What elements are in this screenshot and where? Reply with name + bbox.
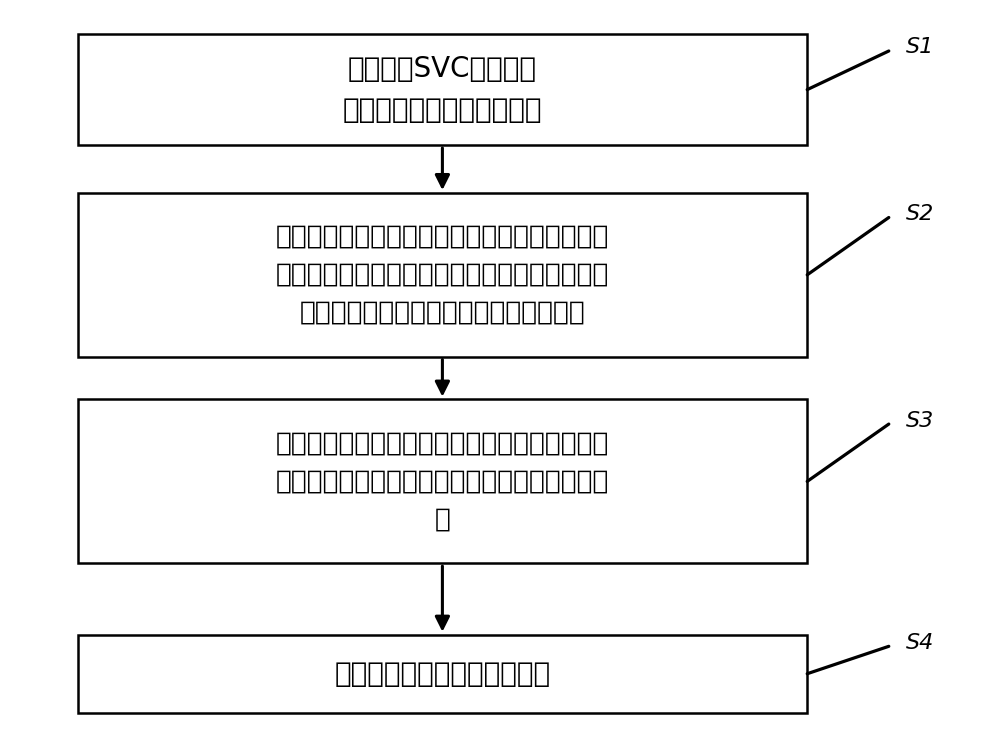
Text: S2: S2 [906, 204, 934, 224]
Text: S4: S4 [906, 633, 934, 653]
Text: 根据所述约束条件将风电场并网点负序电压的最
小值作为所述不平衡抑制模型的目标函数进行求
解: 根据所述约束条件将风电场并网点负序电压的最 小值作为所述不平衡抑制模型的目标函数… [276, 430, 609, 533]
Text: 建立基于SVC分相调节
的三相电压不平衡抑制模型: 建立基于SVC分相调节 的三相电压不平衡抑制模型 [343, 55, 542, 124]
Bar [78, 634, 807, 713]
Text: 将求解结果输入风电场并网点: 将求解结果输入风电场并网点 [334, 660, 550, 688]
Text: S1: S1 [906, 37, 934, 57]
Bar [78, 193, 807, 357]
Text: 根据风电场网络的潮流约束和网络节点的元件约
束构造若干约束条件，其中，所述约束条件包括
通过风机的负序阻抗模型构造的约束条件: 根据风电场网络的潮流约束和网络节点的元件约 束构造若干约束条件，其中，所述约束条… [276, 224, 609, 326]
Text: S3: S3 [906, 410, 934, 430]
Bar [78, 399, 807, 563]
Bar [78, 34, 807, 145]
